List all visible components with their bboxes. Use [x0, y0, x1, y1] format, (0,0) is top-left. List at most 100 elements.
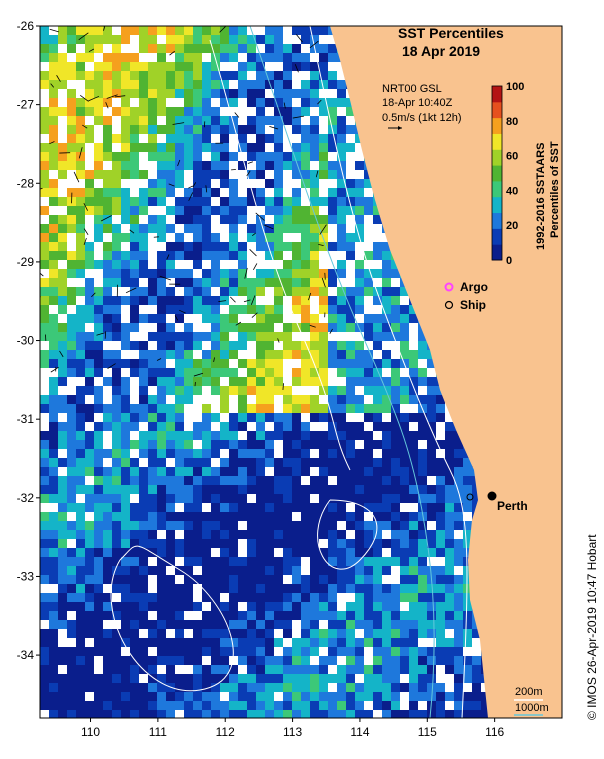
sst-cell [256, 467, 265, 476]
sst-cell [346, 314, 355, 323]
sst-cell [148, 611, 157, 620]
sst-cell [166, 377, 175, 386]
sst-cell [310, 548, 319, 557]
sst-cell [229, 665, 238, 674]
sst-cell [175, 521, 184, 530]
sst-cell [103, 422, 112, 431]
sst-cell [265, 629, 274, 638]
sst-cell [238, 107, 247, 116]
sst-cell [139, 458, 148, 467]
sst-cell [364, 413, 373, 422]
sst-cell [391, 593, 400, 602]
sst-cell [193, 215, 202, 224]
sst-cell [265, 575, 274, 584]
sst-cell [130, 548, 139, 557]
sst-cell [274, 269, 283, 278]
sst-cell [229, 548, 238, 557]
sst-cell [373, 395, 382, 404]
sst-cell [103, 476, 112, 485]
sst-cell [85, 656, 94, 665]
sst-cell [238, 368, 247, 377]
sst-cell [112, 188, 121, 197]
sst-cell [328, 296, 337, 305]
sst-cell [283, 593, 292, 602]
sst-cell [319, 656, 328, 665]
sst-cell [337, 269, 346, 278]
sst-cell [148, 161, 157, 170]
sst-cell [67, 620, 76, 629]
sst-cell [310, 521, 319, 530]
sst-cell [49, 413, 58, 422]
sst-cell [283, 53, 292, 62]
sst-cell [175, 206, 184, 215]
sst-cell [247, 62, 256, 71]
sst-cell [382, 611, 391, 620]
sst-cell [382, 467, 391, 476]
sst-cell [202, 179, 211, 188]
sst-cell [463, 620, 472, 629]
sst-cell [337, 242, 346, 251]
sst-cell [103, 287, 112, 296]
sst-cell [274, 89, 283, 98]
sst-cell [85, 701, 94, 710]
sst-cell [40, 557, 49, 566]
sst-cell [274, 701, 283, 710]
sst-cell [121, 359, 130, 368]
sst-cell [445, 674, 454, 683]
sst-cell [319, 710, 328, 718]
sst-cell [391, 440, 400, 449]
sst-cell [148, 44, 157, 53]
sst-cell [409, 530, 418, 539]
sst-cell [175, 629, 184, 638]
sst-cell [310, 197, 319, 206]
sst-cell [85, 224, 94, 233]
sst-cell [256, 134, 265, 143]
sst-cell [148, 269, 157, 278]
sst-cell [40, 656, 49, 665]
sst-cell [274, 476, 283, 485]
sst-cell [391, 647, 400, 656]
sst-cell [103, 296, 112, 305]
sst-cell [94, 386, 103, 395]
sst-cell [85, 395, 94, 404]
sst-cell [157, 539, 166, 548]
sst-cell [265, 287, 274, 296]
sst-cell [229, 386, 238, 395]
sst-cell [319, 620, 328, 629]
sst-cell [355, 494, 364, 503]
sst-cell [256, 620, 265, 629]
sst-cell [67, 503, 76, 512]
sst-cell [103, 584, 112, 593]
sst-cell [58, 251, 67, 260]
sst-cell [445, 566, 454, 575]
sst-cell [292, 503, 301, 512]
sst-cell [148, 386, 157, 395]
sst-cell [130, 422, 139, 431]
current-vector [188, 185, 193, 189]
sst-cell [229, 620, 238, 629]
sst-cell [184, 62, 193, 71]
sst-cell [202, 521, 211, 530]
sst-cell [94, 395, 103, 404]
lat-tick-label: -26 [17, 19, 35, 33]
sst-cell [49, 386, 58, 395]
sst-cell [103, 539, 112, 548]
sst-cell [58, 395, 67, 404]
sst-cell [256, 476, 265, 485]
sst-cell [40, 305, 49, 314]
sst-cell [94, 647, 103, 656]
sst-cell [175, 233, 184, 242]
sst-cell [94, 584, 103, 593]
sst-cell [67, 611, 76, 620]
sst-cell [76, 323, 85, 332]
sst-cell [67, 683, 76, 692]
sst-cell [175, 683, 184, 692]
sst-cell [382, 656, 391, 665]
sst-cell [220, 278, 229, 287]
sst-cell [157, 305, 166, 314]
sst-cell [58, 539, 67, 548]
sst-cell [409, 566, 418, 575]
sst-cell [211, 323, 220, 332]
sst-cell [319, 647, 328, 656]
sst-cell [76, 512, 85, 521]
